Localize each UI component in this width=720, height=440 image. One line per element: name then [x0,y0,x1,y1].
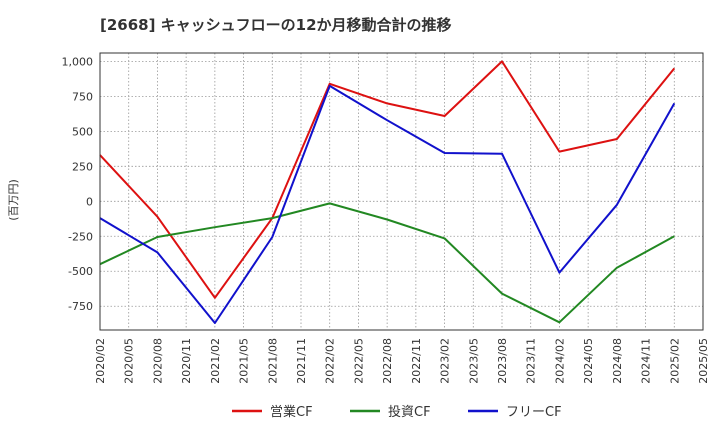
grid-lines [100,53,703,330]
series-line-1 [99,202,675,324]
x-tick-label: 2024/11 [640,338,653,384]
y-tick-label: -250 [68,230,93,243]
axis-ticks: 1,000 750 500 250 0 -250 -500 -750 2020/02 2020/0… [62,55,711,383]
x-tick-label: 2024/02 [553,338,566,384]
x-tick-label: 2020/05 [123,338,136,384]
x-tick-label: 2024/05 [582,338,595,384]
plot-border [99,52,704,331]
x-tick-label: 2022/02 [324,338,337,384]
y-tick-label: -750 [68,300,93,313]
x-tick-label: 2023/05 [467,338,480,384]
x-tick-label: 2021/05 [238,338,251,384]
legend: 営業CF 投資CF フリーCF [232,404,562,420]
y-tick-label: 0 [86,195,93,208]
plot-area [100,53,703,330]
y-tick-label: 1,000 [62,55,94,68]
y-tick-label: -500 [68,265,93,278]
x-tick-label: 2020/08 [151,338,164,384]
x-tick-label: 2022/11 [410,338,423,384]
x-tick-label: 2023/08 [496,338,509,384]
series-line-0 [99,60,676,299]
y-axis-label: (百万円) [7,179,20,221]
x-tick-label: 2025/05 [697,338,710,384]
x-tick-label: 2023/11 [525,338,538,384]
x-tick-label: 2022/05 [352,338,365,384]
x-tick-label: 2020/02 [94,338,107,384]
x-tick-label: 2020/11 [180,338,193,384]
series-lines [99,60,676,324]
series-line-2 [99,84,676,324]
chart-title: [2668] キャッシュフローの12か月移動合計の推移 [100,16,452,34]
x-tick-label: 2021/02 [209,338,222,384]
x-tick-label: 2021/08 [266,338,279,384]
x-tick-label: 2025/02 [668,338,681,384]
x-tick-label: 2024/08 [611,338,624,384]
y-tick-label: 500 [72,125,93,138]
legend-label: 投資CF [388,404,431,420]
x-tick-label: 2023/02 [439,338,452,384]
y-tick-label: 750 [72,90,93,103]
legend-label: フリーCF [506,405,562,420]
y-tick-label: 250 [72,160,93,173]
x-tick-label: 2022/08 [381,338,394,384]
x-tick-label: 2021/11 [295,338,308,384]
legend-label: 営業CF [270,404,313,420]
